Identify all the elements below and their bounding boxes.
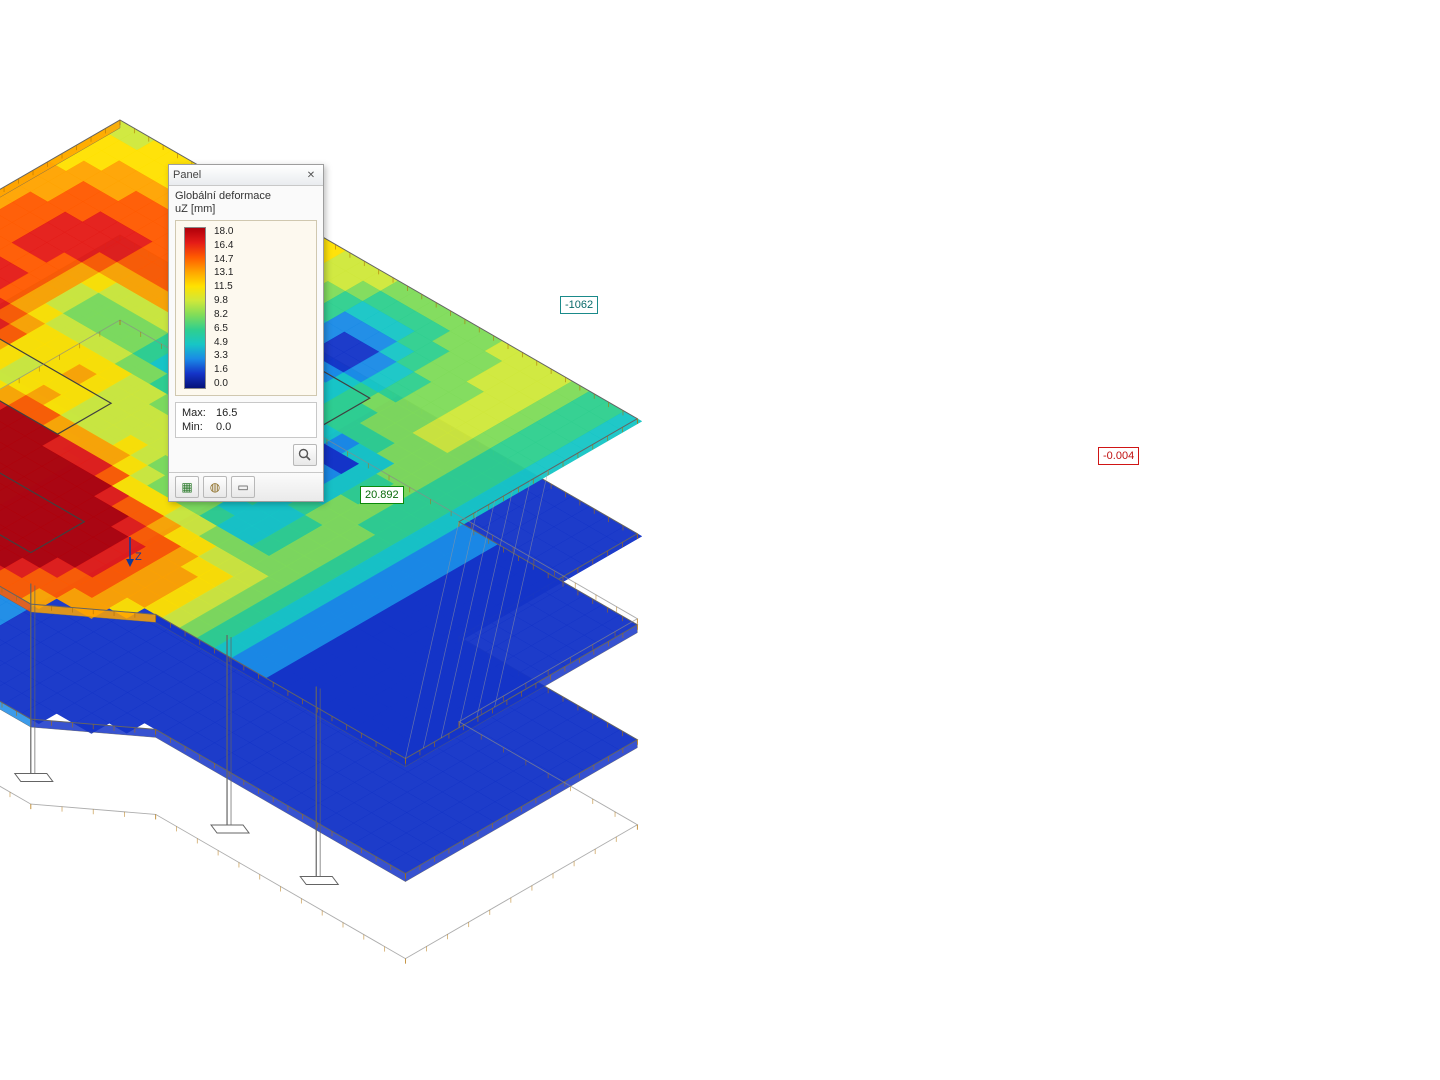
max-label: Max: [182,406,210,420]
scale-tick-label: 8.2 [214,310,233,320]
scale-tick-label: 14.7 [214,255,233,265]
scale-tick-label: 1.6 [214,365,233,375]
scale-tick-label: 9.8 [214,296,233,306]
color-scale-labels: 18.0 16.4 14.7 13.1 11.5 9.8 8.2 6.5 4.9 3.3 1.6 0.… [212,227,233,389]
monitor-icon[interactable]: ▭ [231,476,255,498]
min-label: Min: [182,420,210,434]
axis-indicator-z: Z [117,533,143,576]
scale-tick-label: 4.9 [214,338,233,348]
value-callout: 20.892 [360,486,404,504]
scale-tick-label: 18.0 [214,227,233,237]
results-panel-window[interactable]: Panel ✕ Globální deformace uZ [mm] 18.01… [168,164,324,502]
value-callout: -0.004 [1098,447,1139,465]
minmax-readout: Max: 16.5 Min: 0.0 [175,402,317,438]
scale-tick-label: 16.4 [214,241,233,251]
max-value: 16.5 [216,406,237,420]
scale-tick-label: 3.3 [214,351,233,361]
panel-toolbar [175,444,317,466]
value-callout: -1062 [560,296,598,314]
panel-footer: ▦◍▭ [169,472,323,501]
globe-icon[interactable]: ◍ [203,476,227,498]
deformation-contour-render [0,0,1440,1080]
search-icon[interactable] [293,444,317,466]
panel-body: Globální deformace uZ [mm] 18.016.414.71… [169,186,323,472]
panel-title: Panel [173,169,201,181]
grid-icon[interactable]: ▦ [175,476,199,498]
model-viewport[interactable] [0,0,1440,1080]
scale-tick-label: 6.5 [214,324,233,334]
close-icon[interactable]: ✕ [303,167,319,183]
axis-label: Z [135,551,142,563]
panel-subtitle: Globální deformace uZ [mm] [175,190,317,216]
panel-titlebar[interactable]: Panel ✕ [169,165,323,186]
scale-tick-label: 13.1 [214,268,233,278]
min-value: 0.0 [216,420,231,434]
scale-tick-label: 0.0 [214,379,233,389]
color-scale-bar [184,227,206,389]
scale-tick-label: 11.5 [214,282,233,292]
legend-box: 18.0 16.4 14.7 13.1 11.5 9.8 8.2 6.5 4.9 3.3 1.6 0.… [175,220,317,396]
